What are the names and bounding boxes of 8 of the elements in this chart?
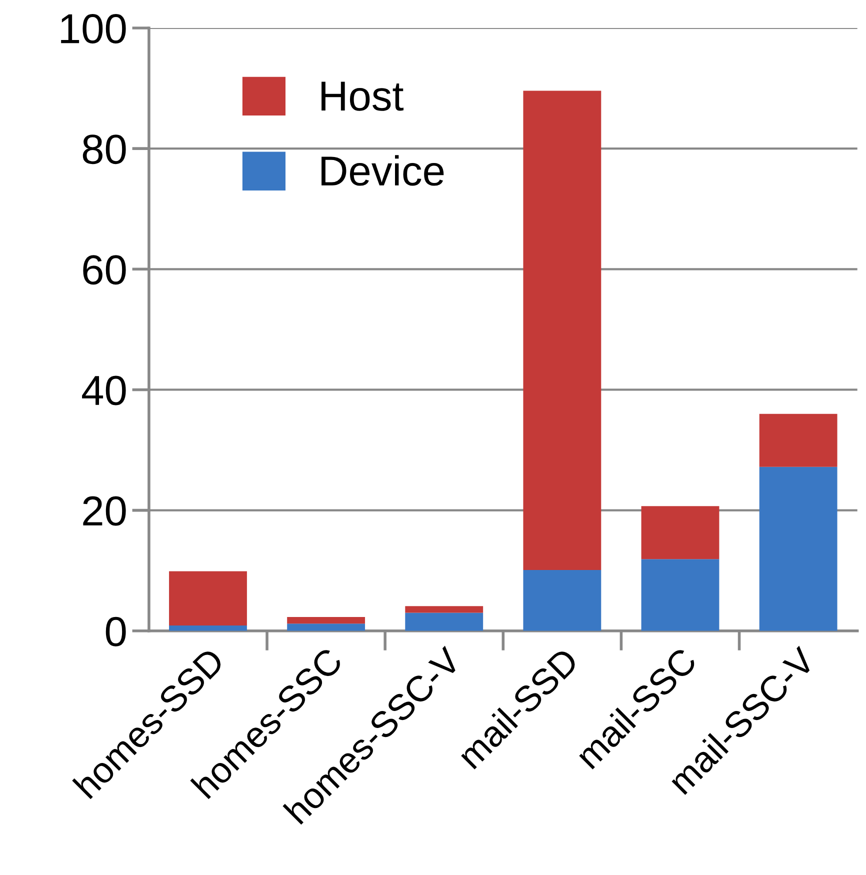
legend-label: Device	[322, 155, 444, 186]
y-tick-label: 80	[82, 134, 126, 164]
y-tick-label: 0	[106, 616, 126, 646]
y-tick-label: 100	[61, 14, 126, 44]
y-tick-label: 40	[82, 376, 126, 406]
legend-label: Host	[322, 82, 404, 111]
y-tick-label: 60	[83, 255, 126, 285]
y-tick-label: 20	[83, 496, 126, 526]
